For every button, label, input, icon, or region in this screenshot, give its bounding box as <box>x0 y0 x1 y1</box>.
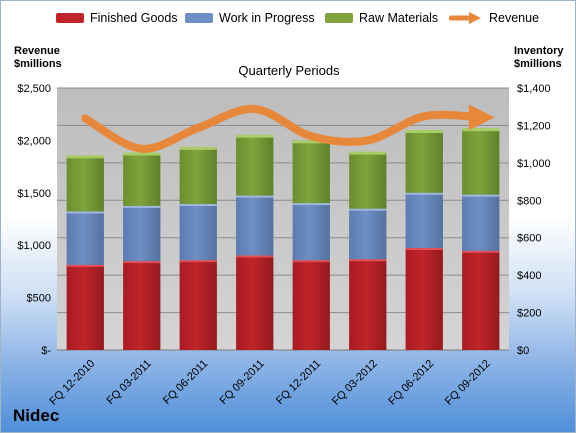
legend-item-work-in-progress: Work in Progress <box>185 11 315 25</box>
right-axis-tick: $400 <box>517 270 541 282</box>
bar-raw-materials <box>179 147 217 205</box>
left-axis-title-line-2: $millions <box>14 58 62 70</box>
bar-raw-materials <box>123 153 161 206</box>
bar-work-in-progress-top <box>179 203 217 207</box>
legend-label-raw-materials: Raw Materials <box>359 11 439 25</box>
bar-finished-goods <box>236 255 274 350</box>
bar-work-in-progress-top <box>123 204 161 208</box>
revenue-line <box>81 104 485 153</box>
legend-item-revenue: Revenue <box>449 11 539 25</box>
legend-label-work-in-progress: Work in Progress <box>219 11 315 25</box>
bar-raw-materials-top <box>66 155 104 159</box>
bar-finished-goods-top <box>405 247 443 251</box>
x-tick-label: FQ 12-2011 <box>274 358 323 407</box>
company-name: Nidec <box>13 406 60 425</box>
bar-raw-materials-top <box>236 134 274 138</box>
left-axis-title: Revenue $millions <box>14 45 62 71</box>
bar-work-in-progress-top <box>292 202 330 206</box>
bar-work-in-progress-top <box>236 194 274 198</box>
legend-item-raw-materials: Raw Materials <box>325 11 438 25</box>
bar-finished-goods-top <box>292 259 330 263</box>
bar-raw-materials-top <box>349 151 387 155</box>
bar-finished-goods <box>123 261 161 350</box>
left-axis-tick: $2,000 <box>17 135 51 147</box>
right-axis-tick: $1,400 <box>517 83 551 95</box>
left-axis-tick: $- <box>41 345 51 357</box>
bar-work-in-progress-top <box>462 193 500 197</box>
x-tick-label: FQ 06-2012 <box>386 358 436 408</box>
legend-label-finished-goods: Finished Goods <box>90 11 178 25</box>
bar-finished-goods-top <box>349 258 387 262</box>
left-axis-tick: $2,500 <box>17 83 51 95</box>
bar-raw-materials-top <box>179 146 217 150</box>
right-axis-tick: $1,200 <box>517 120 551 132</box>
bar-work-in-progress <box>236 195 274 256</box>
left-axis-title-line-1: Revenue <box>14 45 60 57</box>
left-axis-tick: $1,500 <box>17 188 51 200</box>
bar-raw-materials-top <box>405 130 443 134</box>
x-tick-label: FQ 09-2012 <box>443 358 493 408</box>
legend-item-finished-goods: Finished Goods <box>56 11 178 25</box>
bar-finished-goods <box>405 248 443 350</box>
bar-finished-goods <box>66 264 104 350</box>
bar-work-in-progress <box>462 194 500 251</box>
legend-arrow-revenue <box>449 12 481 24</box>
x-tick-label: FQ 09-2011 <box>217 358 266 407</box>
x-tick-label: FQ 03-2011 <box>104 358 153 407</box>
bar-work-in-progress-top <box>405 191 443 195</box>
bar-work-in-progress <box>349 208 387 260</box>
bar-finished-goods-top <box>179 259 217 263</box>
bar-raw-materials <box>292 141 330 204</box>
x-tick-label: FQ 03-2012 <box>330 358 380 408</box>
right-axis-title: Inventory $millions <box>514 45 564 71</box>
bar-raw-materials <box>405 131 443 193</box>
x-tick-label: FQ 06-2011 <box>161 358 210 407</box>
bar-finished-goods <box>349 259 387 350</box>
bar-work-in-progress-top <box>349 207 387 211</box>
bar-raw-materials <box>236 135 274 196</box>
bar-work-in-progress <box>405 192 443 249</box>
left-axis-tick: $1,000 <box>17 240 51 252</box>
bar-finished-goods-top <box>123 260 161 264</box>
left-axis-tick: $500 <box>27 293 51 305</box>
right-axis-tick: $200 <box>517 308 541 320</box>
revenue-arrowhead <box>468 104 495 131</box>
bar-finished-goods-top <box>66 263 104 267</box>
legend-swatch-raw-materials <box>325 13 353 23</box>
bar-work-in-progress <box>123 205 161 262</box>
bar-raw-materials <box>349 152 387 209</box>
bar-work-in-progress <box>292 203 330 261</box>
right-axis-tick: $0 <box>517 345 529 357</box>
legend-swatch-work-in-progress <box>185 13 213 23</box>
chart-subtitle: Quarterly Periods <box>238 63 340 78</box>
bar-work-in-progress <box>66 211 104 265</box>
bar-finished-goods-top <box>236 254 274 258</box>
right-axis-tick: $800 <box>517 195 541 207</box>
right-axis-title-line-2: $millions <box>514 58 562 70</box>
bar-finished-goods <box>462 250 500 350</box>
legend-swatch-finished-goods <box>56 13 84 23</box>
legend: Finished Goods Work in Progress Raw Mate… <box>1 11 575 37</box>
bar-raw-materials-top <box>292 140 330 144</box>
bar-finished-goods <box>292 260 330 350</box>
bar-work-in-progress <box>179 204 217 261</box>
bar-raw-materials-top <box>123 152 161 156</box>
bar-finished-goods-top <box>462 249 500 253</box>
bar-raw-materials <box>66 156 104 212</box>
bar-finished-goods <box>179 260 217 350</box>
bar-raw-materials-top <box>462 128 500 132</box>
right-axis-tick: $600 <box>517 233 541 245</box>
bar-work-in-progress-top <box>66 210 104 214</box>
right-axis-title-line-1: Inventory <box>514 45 564 57</box>
x-tick-label: FQ 12-2010 <box>47 358 97 408</box>
legend-label-revenue: Revenue <box>489 11 540 25</box>
right-axis-tick: $1,000 <box>517 158 551 170</box>
bar-raw-materials <box>462 129 500 195</box>
